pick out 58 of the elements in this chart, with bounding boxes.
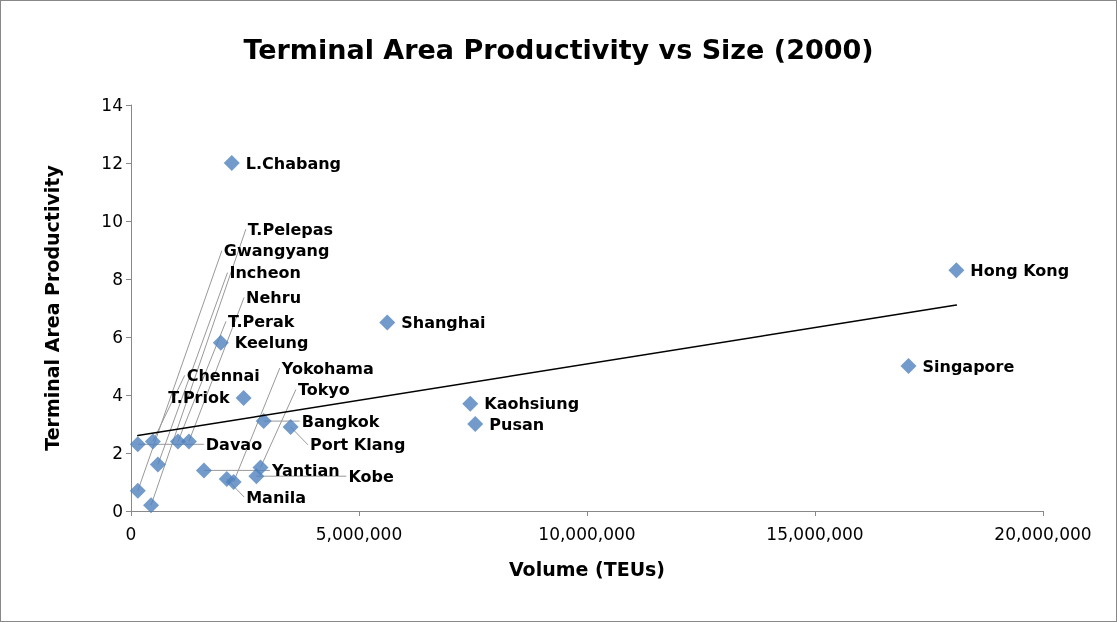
point	[282, 418, 299, 435]
annotation: T.Pelepas	[247, 219, 334, 239]
y-tick-label: 12	[101, 153, 123, 173]
point	[149, 456, 166, 473]
point	[212, 334, 229, 351]
annotation: Chennai	[186, 365, 260, 385]
y-axis-title: Terminal Area Productivity	[40, 164, 63, 451]
x-tick-label: 0	[125, 523, 137, 544]
annotation: Davao	[205, 434, 263, 454]
y-tick-label: 6	[112, 327, 123, 347]
x-tick-label: 10,000,000	[538, 523, 636, 544]
annotation: Singapore	[922, 356, 1015, 376]
point	[129, 436, 146, 453]
point	[255, 413, 272, 430]
annotation: Port Klang	[310, 435, 406, 455]
annotation: Kobe	[348, 466, 394, 486]
annotation: Shanghai	[401, 313, 486, 332]
point	[129, 482, 146, 499]
point	[143, 497, 160, 514]
annotation: Kaohsiung	[484, 394, 580, 414]
point	[144, 433, 161, 450]
x-tick-label: 15,000,000	[766, 523, 864, 544]
annotation: T.Perak	[227, 311, 295, 331]
annotation: Hong Kong	[970, 260, 1070, 280]
point	[225, 474, 242, 490]
x-tick-label: 20,000,000	[994, 523, 1092, 544]
x-tick-label: 5,000,000	[315, 523, 403, 544]
annotation: Nehru	[246, 287, 302, 307]
point	[462, 395, 479, 412]
annotation: T.Priok	[168, 388, 230, 408]
annotation: Yokohama	[280, 358, 374, 378]
annotation: Gwangyang	[223, 241, 330, 261]
annotation: Manila	[246, 487, 307, 507]
point	[180, 433, 197, 450]
annotation: Pusan	[489, 414, 545, 434]
y-tick-label: 8	[112, 269, 123, 289]
y-tick-label: 14	[101, 95, 123, 115]
point	[235, 389, 252, 406]
point	[252, 459, 269, 476]
y-tick-label: 0	[112, 501, 123, 521]
annotation: Keelung	[234, 333, 309, 353]
annotation: L.Chabang	[245, 153, 342, 173]
annotation: Bangkok	[301, 411, 380, 431]
point	[195, 462, 212, 479]
point	[467, 416, 484, 432]
point	[948, 262, 965, 279]
point	[900, 358, 917, 374]
point	[379, 314, 396, 331]
y-tick-label: 2	[112, 443, 123, 463]
annotation: Tokyo	[297, 380, 350, 399]
point	[223, 155, 240, 171]
annotation: Incheon	[229, 263, 301, 283]
annotation: Yantian	[270, 460, 340, 480]
y-tick-label: 10	[101, 211, 123, 231]
point	[169, 433, 186, 450]
y-tick-label: 4	[112, 385, 123, 405]
chart-title: Terminal Area Productivity vs Size (2000)	[243, 34, 874, 65]
x-axis-title: Volume (TEUs)	[508, 557, 666, 580]
